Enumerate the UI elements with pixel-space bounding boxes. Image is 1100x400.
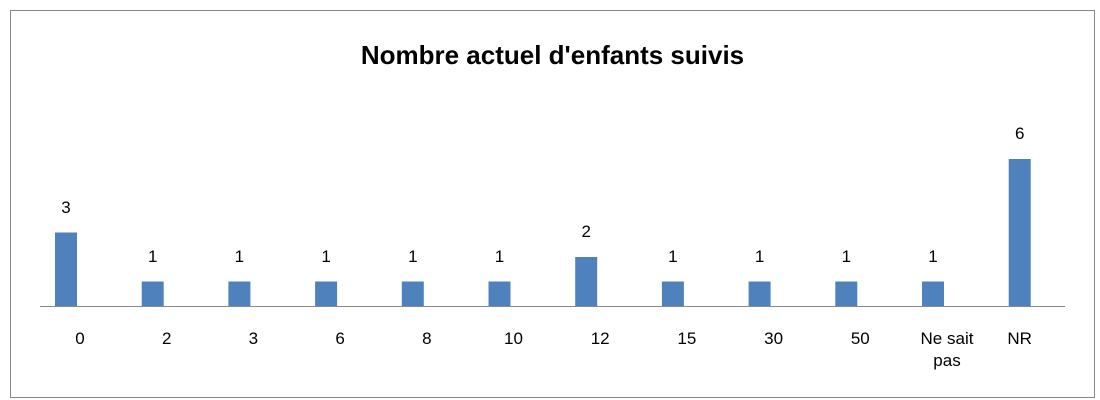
chart-border — [10, 10, 1095, 398]
bar — [1008, 159, 1031, 306]
bar — [748, 281, 771, 306]
data-label: 6 — [1014, 124, 1025, 143]
data-label: 2 — [581, 222, 591, 241]
data-label: 1 — [408, 246, 418, 266]
x-tick-label: 50 — [850, 329, 870, 348]
data-label: 1 — [321, 246, 331, 266]
bar — [228, 281, 251, 306]
bar — [922, 281, 944, 306]
bar — [488, 281, 511, 306]
x-tick-label: Ne sait pas — [920, 329, 974, 370]
data-label: 1 — [494, 246, 505, 266]
x-tick-label: 8 — [422, 329, 432, 348]
chart-title: Nombre actuel d'enfants suivis — [360, 40, 745, 70]
bar — [661, 281, 684, 306]
bar — [401, 281, 424, 306]
x-tick-label: 10 — [504, 329, 523, 348]
data-label: 1 — [668, 246, 678, 266]
bar — [835, 281, 858, 306]
data-label: 1 — [147, 246, 158, 266]
x-tick-label: NR — [1007, 329, 1032, 348]
bar — [315, 281, 338, 306]
data-label: 1 — [928, 246, 938, 266]
data-label: 1 — [234, 246, 245, 266]
x-tick-label: 12 — [590, 329, 610, 348]
bar — [575, 257, 598, 306]
x-tick-label: 6 — [335, 329, 345, 348]
x-tick-label: 30 — [764, 329, 784, 348]
bar — [141, 281, 164, 306]
x-tick-label: 3 — [248, 329, 259, 348]
data-label: 3 — [61, 197, 71, 217]
x-tick-label: 15 — [677, 329, 697, 348]
x-tick-label: 2 — [161, 329, 172, 348]
x-tick-label: 0 — [75, 329, 85, 348]
data-label: 1 — [754, 246, 765, 266]
data-label: 1 — [841, 246, 852, 266]
bar — [55, 232, 77, 306]
